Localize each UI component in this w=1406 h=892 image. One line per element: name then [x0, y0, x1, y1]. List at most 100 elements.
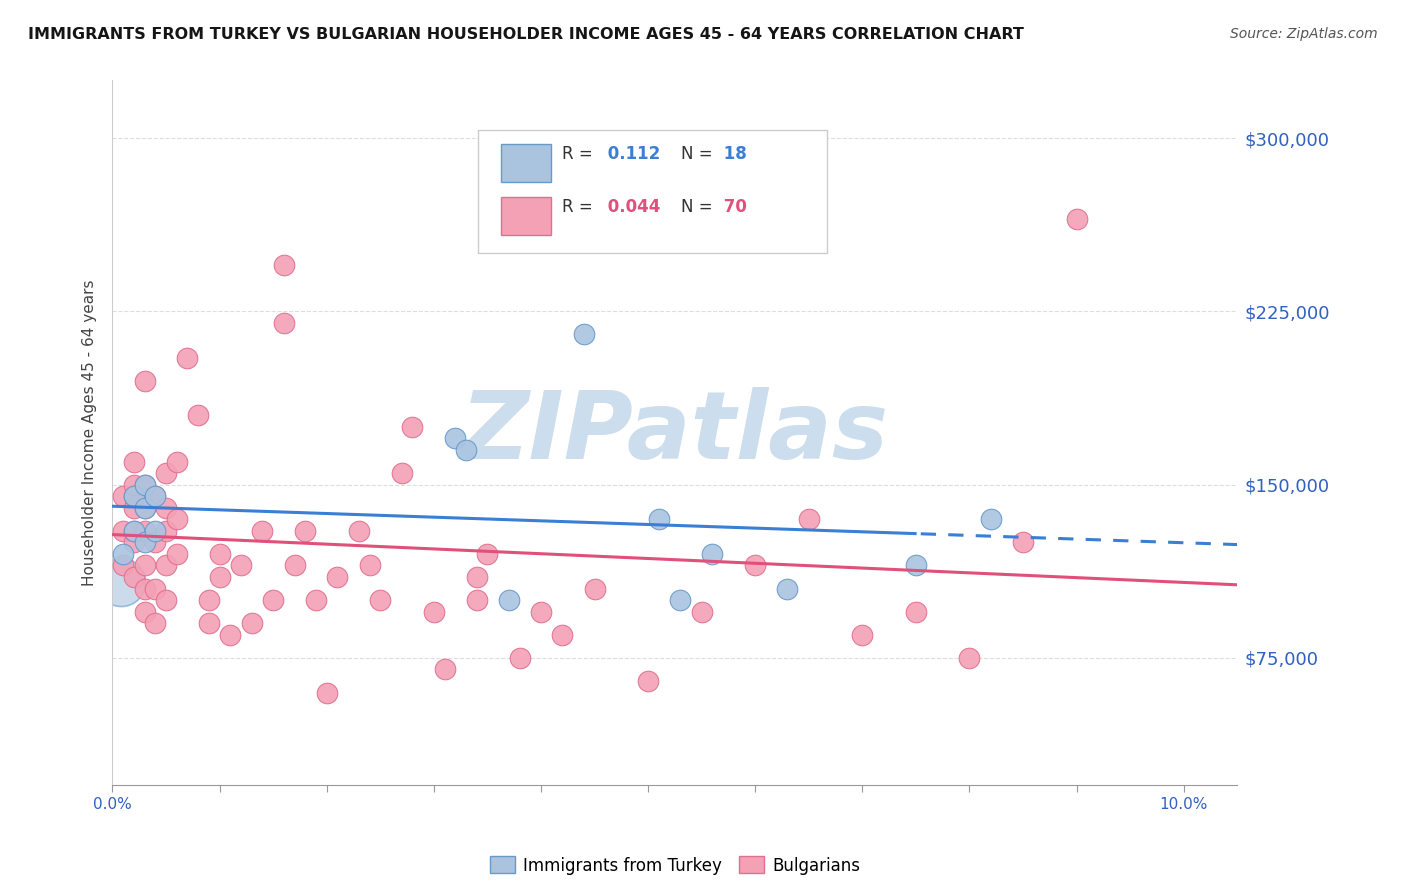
Point [143, 535, 166, 549]
Point [134, 605, 156, 619]
Point [465, 593, 488, 607]
Point [454, 442, 477, 457]
Point [143, 582, 166, 596]
Point [155, 500, 177, 515]
Point [198, 593, 221, 607]
Point [551, 628, 574, 642]
Point [477, 547, 499, 561]
Point [122, 489, 145, 503]
Point [690, 605, 713, 619]
Text: R =: R = [562, 145, 593, 163]
Point [134, 500, 156, 515]
Point [229, 558, 252, 573]
Point [187, 409, 209, 423]
Point [122, 489, 145, 503]
Point [797, 512, 820, 526]
Point [122, 535, 145, 549]
Point [134, 535, 156, 549]
Point [669, 593, 692, 607]
Point [143, 489, 166, 503]
Point [498, 593, 520, 607]
Point [904, 605, 927, 619]
FancyBboxPatch shape [478, 129, 827, 253]
Point [744, 558, 766, 573]
Point [112, 547, 135, 561]
Point [155, 524, 177, 538]
Point [134, 582, 156, 596]
Point [208, 547, 231, 561]
Point [110, 574, 132, 589]
Point [444, 431, 467, 445]
Point [134, 500, 156, 515]
Legend: Immigrants from Turkey, Bulgarians: Immigrants from Turkey, Bulgarians [484, 850, 866, 881]
Point [465, 570, 488, 584]
Point [198, 616, 221, 631]
Point [273, 316, 295, 330]
Point [294, 524, 316, 538]
Point [433, 662, 456, 676]
Point [122, 477, 145, 491]
Point [530, 605, 553, 619]
Point [391, 466, 413, 480]
Point [122, 454, 145, 468]
Point [980, 512, 1002, 526]
Point [208, 570, 231, 584]
Point [240, 616, 263, 631]
Point [134, 524, 156, 538]
Point [122, 524, 145, 538]
Point [273, 258, 295, 272]
Point [155, 593, 177, 607]
Point [347, 524, 370, 538]
Point [252, 524, 274, 538]
Point [284, 558, 307, 573]
Y-axis label: Householder Income Ages 45 - 64 years: Householder Income Ages 45 - 64 years [82, 279, 97, 586]
Text: 0.112: 0.112 [602, 145, 659, 163]
Text: 18: 18 [717, 145, 747, 163]
Point [112, 524, 135, 538]
Text: 70: 70 [717, 198, 747, 216]
Point [112, 558, 135, 573]
Point [572, 327, 595, 342]
Point [583, 582, 606, 596]
Text: 0.044: 0.044 [602, 198, 661, 216]
Text: R =: R = [562, 198, 593, 216]
Text: ZIPatlas: ZIPatlas [461, 386, 889, 479]
Point [315, 685, 337, 699]
FancyBboxPatch shape [501, 196, 551, 235]
Point [112, 489, 135, 503]
Point [1066, 211, 1088, 226]
Point [509, 651, 531, 665]
Point [959, 651, 981, 665]
Point [326, 570, 349, 584]
FancyBboxPatch shape [501, 144, 551, 183]
Point [134, 477, 156, 491]
Text: N =: N = [681, 198, 711, 216]
Point [637, 673, 659, 688]
Point [423, 605, 446, 619]
Point [122, 570, 145, 584]
Point [155, 558, 177, 573]
Point [166, 454, 188, 468]
Point [262, 593, 284, 607]
Point [776, 582, 799, 596]
Point [122, 500, 145, 515]
Point [305, 593, 328, 607]
Text: IMMIGRANTS FROM TURKEY VS BULGARIAN HOUSEHOLDER INCOME AGES 45 - 64 YEARS CORREL: IMMIGRANTS FROM TURKEY VS BULGARIAN HOUS… [28, 27, 1024, 42]
Point [134, 374, 156, 388]
Text: Source: ZipAtlas.com: Source: ZipAtlas.com [1230, 27, 1378, 41]
Point [122, 524, 145, 538]
Point [1012, 535, 1035, 549]
Point [143, 524, 166, 538]
Point [904, 558, 927, 573]
Point [176, 351, 198, 365]
Point [368, 593, 391, 607]
Text: N =: N = [681, 145, 711, 163]
Point [648, 512, 671, 526]
Point [134, 558, 156, 573]
Point [702, 547, 724, 561]
Point [219, 628, 242, 642]
Point [143, 616, 166, 631]
Point [851, 628, 873, 642]
Point [166, 547, 188, 561]
Point [401, 420, 423, 434]
